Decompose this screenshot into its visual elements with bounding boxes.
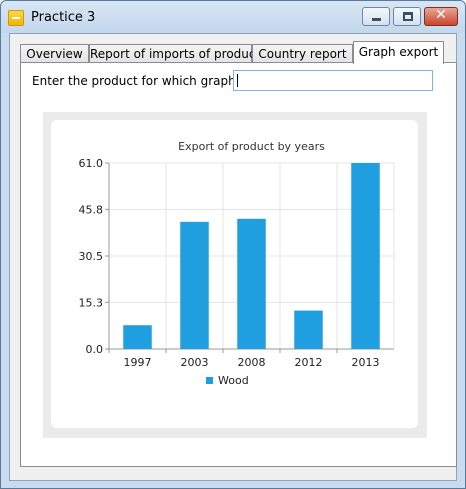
x-tick-label: 1997 [124,356,152,369]
chart-title: Export of product by years [178,140,325,153]
product-input[interactable] [233,70,433,91]
window-client-area: Overview Report of imports of product Co… [9,33,457,481]
maximize-icon [403,12,413,21]
tab-country-report[interactable]: Country report [252,44,353,63]
close-icon: ✕ [435,7,447,23]
bar-1997 [123,325,152,349]
app-icon [8,10,24,26]
tab-imports-report[interactable]: Report of imports of product [89,44,260,63]
minimize-button[interactable] [362,7,390,26]
y-tick-label: 30.5 [79,250,104,263]
tab-overview[interactable]: Overview [20,44,89,63]
legend-label-wood: Wood [218,374,249,387]
product-prompt-label: Enter the product for which graph for: [32,74,260,88]
y-tick-label: 15.3 [79,296,104,309]
window-title: Practice 3 [31,10,96,25]
maximize-button[interactable] [393,7,421,26]
y-tick-label: 61.0 [79,157,104,170]
export-bar-chart: Export of product by years 0.0 15.3 30.5 45.… [79,140,395,387]
bar-2012 [294,310,323,349]
tab-graph-export[interactable]: Graph export [353,41,444,64]
y-tick-label: 45.8 [79,203,104,216]
close-button[interactable]: ✕ [424,7,458,26]
text-caret [237,74,238,87]
chart-frame: Export of product by years 0.0 15.3 30.5 45.… [43,112,427,438]
x-tick-label: 2008 [238,356,266,369]
x-tick-label: 2012 [295,356,323,369]
x-tick-label: 2013 [352,356,380,369]
y-tick-label: 0.0 [86,343,104,356]
title-bar[interactable]: Practice 3 ✕ [1,1,465,33]
legend-marker-wood [206,377,213,384]
graph-export-panel: Enter the product for which graph for: E… [20,62,457,467]
bar-2008 [237,218,266,349]
minimize-icon [372,18,381,21]
bar-2013 [351,163,380,349]
bar-2003 [180,221,209,349]
x-tick-label: 2003 [181,356,209,369]
chart-card: Export of product by years 0.0 15.3 30.5 45.… [51,120,418,428]
